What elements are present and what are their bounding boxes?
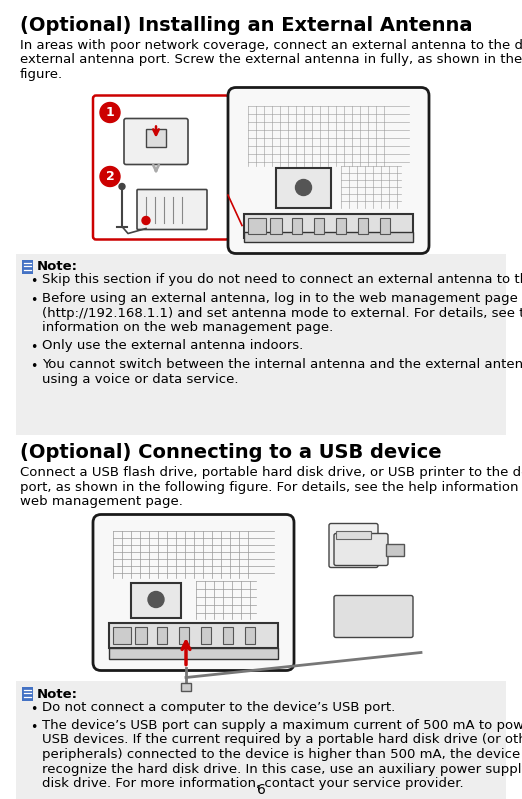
Text: Do not connect a computer to the device’s USB port.: Do not connect a computer to the device’…	[42, 701, 395, 714]
Bar	[244, 213, 413, 237]
Circle shape	[295, 180, 312, 196]
FancyBboxPatch shape	[329, 523, 378, 567]
Text: Before using an external antenna, log in to the web management page: Before using an external antenna, log in…	[42, 292, 518, 305]
Text: Skip this section if you do not need to connect an external antenna to the devic: Skip this section if you do not need to …	[42, 273, 522, 287]
Bar	[336, 531, 371, 539]
Bar	[201, 626, 211, 643]
Bar	[109, 622, 278, 647]
Text: port, as shown in the following figure. For details, see the help information on: port, as shown in the following figure. …	[20, 480, 522, 494]
FancyBboxPatch shape	[334, 595, 413, 638]
Text: 6: 6	[256, 783, 266, 797]
Bar	[358, 217, 368, 233]
Text: figure.: figure.	[20, 68, 63, 81]
FancyBboxPatch shape	[93, 96, 229, 240]
Text: Note:: Note:	[37, 687, 78, 701]
Bar	[91, 518, 431, 673]
Bar	[244, 232, 413, 241]
Bar	[179, 626, 189, 643]
Bar	[157, 626, 167, 643]
FancyBboxPatch shape	[334, 534, 388, 566]
Bar	[248, 217, 266, 233]
Circle shape	[100, 102, 120, 122]
Text: (Optional) Connecting to a USB device: (Optional) Connecting to a USB device	[20, 443, 442, 462]
Text: •: •	[30, 702, 38, 715]
Text: (Optional) Installing an External Antenna: (Optional) Installing an External Antenn…	[20, 16, 472, 35]
Circle shape	[100, 166, 120, 186]
FancyBboxPatch shape	[93, 515, 294, 670]
Bar	[270, 217, 282, 233]
Text: USB devices. If the current required by a portable hard disk drive (or other: USB devices. If the current required by …	[42, 733, 522, 746]
Text: Only use the external antenna indoors.: Only use the external antenna indoors.	[42, 340, 303, 352]
Text: information on the web management page.: information on the web management page.	[42, 321, 333, 334]
Text: external antenna port. Screw the external antenna in fully, as shown in the foll: external antenna port. Screw the externa…	[20, 54, 522, 66]
Text: You cannot switch between the internal antenna and the external antenna while: You cannot switch between the internal a…	[42, 358, 522, 371]
Circle shape	[142, 217, 150, 225]
Bar	[135, 626, 147, 643]
Text: Connect a USB flash drive, portable hard disk drive, or USB printer to the devic: Connect a USB flash drive, portable hard…	[20, 466, 522, 479]
Text: using a voice or data service.: using a voice or data service.	[42, 372, 239, 385]
Bar	[223, 626, 233, 643]
FancyBboxPatch shape	[124, 118, 188, 165]
Bar	[16, 253, 506, 435]
Bar	[109, 647, 278, 658]
Text: •: •	[30, 276, 38, 288]
Bar	[22, 686, 33, 701]
Bar	[146, 129, 166, 146]
Bar	[113, 626, 131, 643]
Bar	[292, 217, 302, 233]
Text: 1: 1	[105, 106, 114, 119]
Text: •: •	[30, 341, 38, 355]
Bar	[22, 260, 33, 273]
Bar	[181, 682, 191, 690]
Text: 2: 2	[105, 170, 114, 183]
Text: The device’s USB port can supply a maximum current of 500 mA to power connected: The device’s USB port can supply a maxim…	[42, 719, 522, 732]
Bar	[16, 681, 506, 799]
Text: •: •	[30, 360, 38, 373]
Text: (http://192.168.1.1) and set antenna mode to external. For details, see the help: (http://192.168.1.1) and set antenna mod…	[42, 307, 522, 320]
Text: Note:: Note:	[37, 260, 78, 273]
Bar	[245, 626, 255, 643]
Bar	[386, 543, 404, 555]
Circle shape	[119, 184, 125, 189]
Text: In areas with poor network coverage, connect an external antenna to the device’s: In areas with poor network coverage, con…	[20, 39, 522, 52]
Text: recognize the hard disk drive. In this case, use an auxiliary power supply for t: recognize the hard disk drive. In this c…	[42, 762, 522, 776]
FancyBboxPatch shape	[228, 88, 429, 253]
Text: •: •	[30, 721, 38, 734]
Bar	[314, 217, 324, 233]
Text: peripherals) connected to the device is higher than 500 mA, the device may fail : peripherals) connected to the device is …	[42, 748, 522, 761]
Text: •: •	[30, 294, 38, 307]
Bar	[91, 90, 431, 245]
Bar	[336, 217, 346, 233]
FancyBboxPatch shape	[137, 189, 207, 229]
Bar	[131, 582, 181, 618]
Bar	[276, 168, 331, 208]
Bar	[380, 217, 390, 233]
Circle shape	[148, 591, 164, 607]
Text: web management page.: web management page.	[20, 495, 183, 508]
Text: disk drive. For more information, contact your service provider.: disk drive. For more information, contac…	[42, 777, 464, 790]
